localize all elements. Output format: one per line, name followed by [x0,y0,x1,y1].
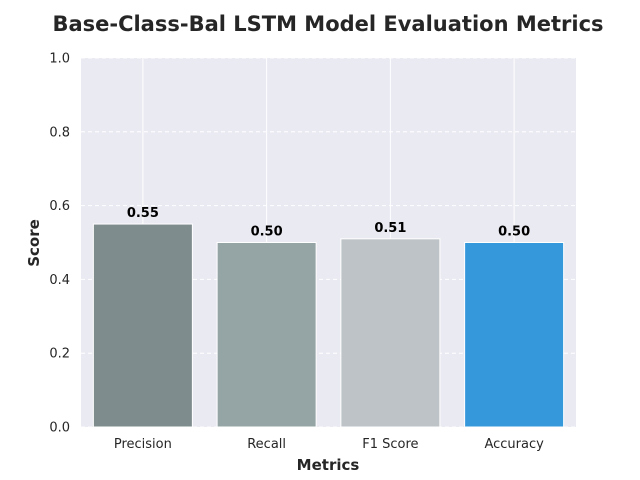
data-labels: 0.55 0.50 0.51 0.50 [127,206,530,239]
y-axis-ticks: 0.0 0.2 0.4 0.6 0.8 1.0 [49,52,70,436]
bar-value-label: 0.55 [127,206,159,221]
y-tick-label: 1.0 [49,52,70,67]
y-tick-label: 0.6 [49,199,70,214]
bar [464,242,565,428]
x-tick-label: Recall [247,437,286,452]
y-tick-label: 0.4 [49,273,70,288]
bar [92,223,193,428]
y-axis-label: Score [25,219,43,267]
bar-value-label: 0.51 [374,221,406,236]
bar [216,242,317,428]
y-tick-label: 0.2 [49,347,70,362]
x-axis-label: Metrics [297,456,360,474]
bar [340,238,441,428]
chart-title: Base-Class-Bal LSTM Model Evaluation Met… [52,12,603,36]
y-tick-label: 0.0 [49,421,70,436]
x-tick-label: F1 Score [362,437,418,452]
bar-value-label: 0.50 [498,225,530,240]
x-tick-label: Precision [114,437,172,452]
x-tick-label: Accuracy [484,437,544,452]
x-axis-ticks: Precision Recall F1 Score Accuracy [114,437,544,452]
bar-value-label: 0.50 [251,225,283,240]
y-tick-label: 0.8 [49,125,70,140]
bars [92,223,565,428]
